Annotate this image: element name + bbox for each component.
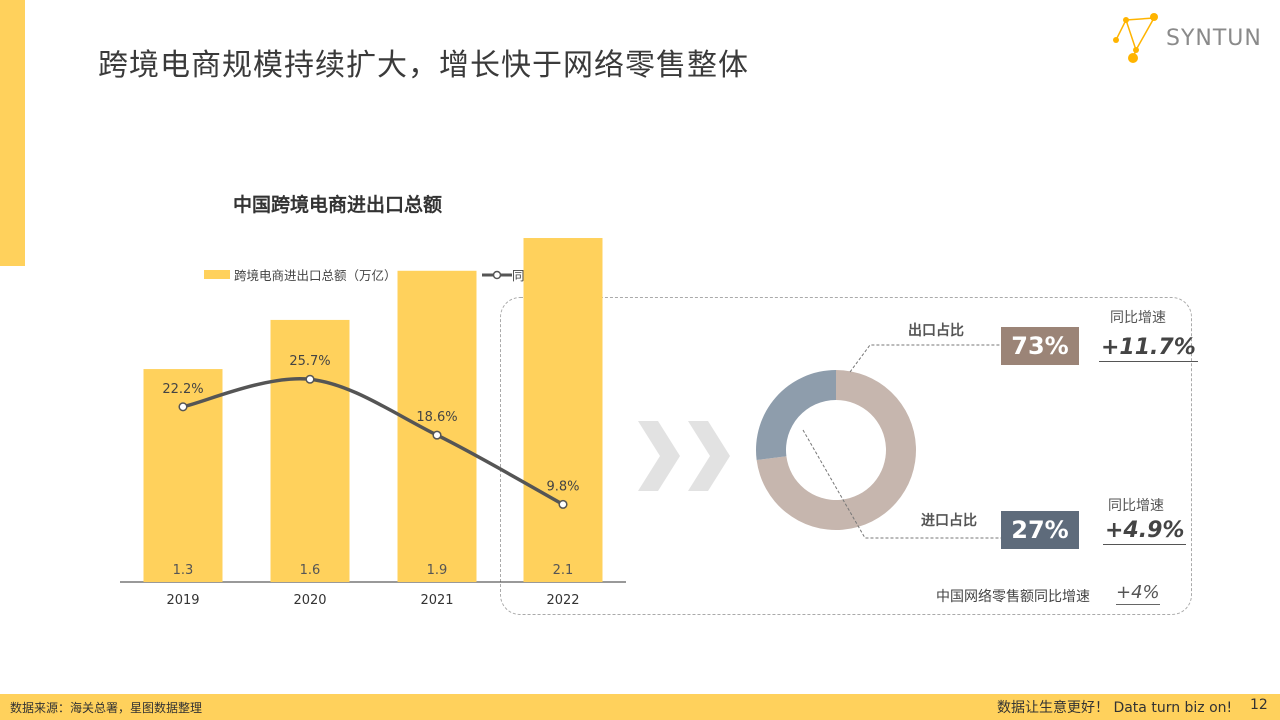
- logo-text: SYNTUN: [1166, 26, 1262, 51]
- growth-line: [182, 376, 564, 506]
- growth-label-2021: 18.6%: [416, 410, 457, 425]
- growth-point-2019: [178, 402, 188, 412]
- growth-point-2021: [432, 430, 442, 440]
- export-yoy-caption: 同比增速: [1110, 310, 1166, 326]
- chart-title: 中国跨境电商进出口总额: [233, 194, 443, 216]
- import-yoy-caption: 同比增速: [1108, 498, 1164, 514]
- x-tick-label-2019: 2019: [166, 593, 199, 608]
- export-share-value: 73%: [1001, 327, 1079, 365]
- footer-bar: 数据来源：海关总署，星图数据整理 数据让生意更好！ Data turn biz …: [0, 694, 1280, 720]
- breakdown-panel: [500, 297, 1192, 615]
- donut-slice-export: [756, 370, 916, 530]
- import-leader-line: [802, 429, 1001, 539]
- bar-2022: [523, 238, 603, 582]
- accent-side-bar: [0, 0, 25, 266]
- donut-slice-import: [756, 370, 836, 461]
- legend-bar-label: 跨境电商进出口总额（万亿）: [234, 268, 397, 283]
- bar-value-label-2020: 1.6: [300, 563, 321, 578]
- data-source: 数据来源：海关总署，星图数据整理: [10, 701, 203, 715]
- export-yoy-value: +11.7%: [1099, 335, 1198, 362]
- growth-label-2020: 25.7%: [289, 354, 330, 369]
- export-leader-line: [849, 344, 1001, 373]
- x-tick-label-2021: 2021: [420, 593, 453, 608]
- legend-bar: 跨境电商进出口总额（万亿）: [204, 265, 397, 284]
- chevron-right-icon: [638, 421, 680, 491]
- import-share-value: 27%: [1001, 511, 1079, 549]
- bar-value-label-2019: 1.3: [173, 563, 194, 578]
- legend-line-swatch: [482, 270, 512, 279]
- bar-2020: [270, 319, 350, 582]
- bar-2019: [143, 369, 223, 582]
- syntun-logo-icon: [1113, 13, 1158, 63]
- retail-growth-caption: 中国网络零售额同比增速: [936, 589, 1090, 605]
- growth-label-2019: 22.2%: [162, 382, 203, 397]
- growth-point-2020: [305, 374, 315, 384]
- bar-value-label-2022: 2.1: [553, 563, 574, 578]
- retail-growth-value: +4%: [1116, 582, 1160, 605]
- bar-2021: [397, 270, 477, 582]
- page-number: 12: [1250, 697, 1268, 713]
- import-share-label: 进口占比: [921, 513, 977, 529]
- legend-bar-swatch: [204, 270, 230, 279]
- x-tick-label-2022: 2022: [546, 593, 579, 608]
- page-title: 跨境电商规模持续扩大，增长快于网络零售整体: [98, 48, 749, 83]
- growth-label-2022: 9.8%: [546, 479, 579, 494]
- import-yoy-value: +4.9%: [1103, 518, 1187, 545]
- bar-value-label-2021: 1.9: [427, 563, 448, 578]
- footer-slogan: 数据让生意更好！ Data turn biz on!: [997, 700, 1233, 716]
- growth-point-2022: [558, 499, 568, 509]
- x-tick-label-2020: 2020: [293, 593, 326, 608]
- chevron-right-icon: [688, 421, 730, 491]
- export-share-label: 出口占比: [908, 323, 964, 339]
